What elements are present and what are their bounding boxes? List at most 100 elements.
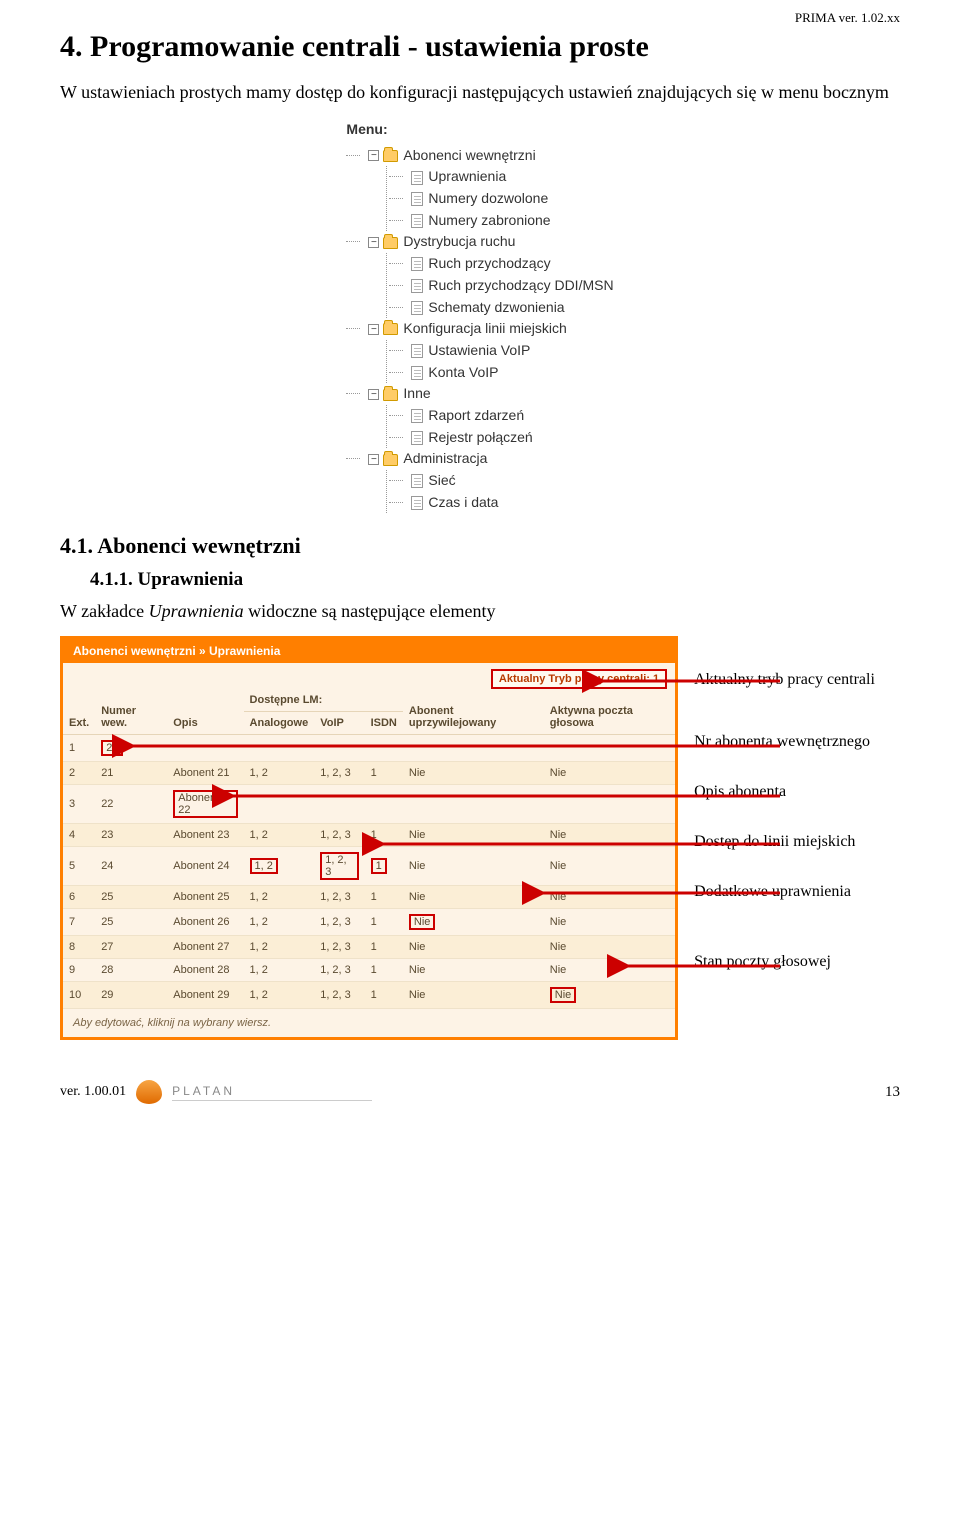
- tree-item[interactable]: Konta VoIP: [389, 362, 613, 384]
- th-ext: Ext.: [63, 689, 95, 735]
- tree-item[interactable]: Sieć: [389, 470, 613, 492]
- tree-toggle-icon[interactable]: −: [368, 150, 379, 161]
- arrow-upraw: [540, 883, 780, 903]
- tree-folder-label: Administracja: [403, 450, 487, 466]
- tree-item-label: Ustawienia VoIP: [428, 342, 530, 358]
- page-icon: [411, 214, 423, 228]
- table-cell: 22: [95, 785, 167, 824]
- table-cell: 9: [63, 959, 95, 982]
- table-row[interactable]: 725Abonent 261, 21, 2, 31NieNie: [63, 909, 675, 936]
- intro-paragraph: W ustawieniach prostych mamy dostęp do k…: [60, 82, 900, 103]
- folder-icon: [383, 150, 398, 162]
- table-cell: 1, 2, 3: [314, 959, 364, 982]
- table-cell: 1, 2, 3: [314, 762, 364, 785]
- tree-item-label: Schematy dzwonienia: [428, 299, 564, 315]
- tree-item[interactable]: Numery zabronione: [389, 210, 613, 232]
- tree-item-label: Numery zabronione: [428, 212, 550, 228]
- table-cell: Abonent 23: [167, 824, 243, 847]
- tree-toggle-icon[interactable]: −: [368, 389, 379, 400]
- tree-item[interactable]: Czas i data: [389, 492, 613, 514]
- table-cell: 1: [365, 936, 403, 959]
- table-cell: Nie: [544, 762, 675, 785]
- arrow-opis: [230, 786, 780, 806]
- menu-tree: Menu: −Abonenci wewnętrzniUprawnieniaNum…: [346, 119, 613, 513]
- tree-folder[interactable]: − Dystrybucja ruchu Ruch przychodzącyRuch …: [346, 231, 613, 318]
- table-cell: Abonent 24: [167, 847, 243, 886]
- th-abon: Abonent uprzywilejowany: [403, 689, 544, 735]
- subsubsection-title: 4.1.1. Uprawnienia: [90, 569, 900, 591]
- tree-toggle-icon[interactable]: −: [368, 454, 379, 465]
- tree-folder-label: Konfiguracja linii miejskich: [403, 320, 566, 336]
- table-row[interactable]: 827Abonent 271, 21, 2, 31NieNie: [63, 936, 675, 959]
- tree-item[interactable]: Ustawienia VoIP: [389, 340, 613, 362]
- table-cell: 2: [63, 762, 95, 785]
- page-number: 13: [885, 1084, 900, 1101]
- table-row[interactable]: 928Abonent 281, 21, 2, 31NieNie: [63, 959, 675, 982]
- page-icon: [411, 301, 423, 315]
- page-icon: [411, 279, 423, 293]
- th-poczta: Aktywna poczta głosowa: [544, 689, 675, 735]
- page-icon: [411, 409, 423, 423]
- page-icon: [411, 474, 423, 488]
- section-title: 4. Programowanie centrali - ustawienia p…: [60, 30, 900, 64]
- page-footer: ver. 1.00.01 PLATAN 13: [60, 1080, 900, 1104]
- table-cell: 1, 2, 3: [314, 936, 364, 959]
- folder-icon: [383, 454, 398, 466]
- table-cell: 6: [63, 886, 95, 909]
- tree-folder[interactable]: −Abonenci wewnętrzniUprawnieniaNumery do…: [346, 145, 613, 232]
- tree-folder[interactable]: − Konfiguracja linii miejskich Ustawienia …: [346, 318, 613, 383]
- table-cell: 27: [95, 936, 167, 959]
- callout-labels: Aktualny tryb pracy centraliNr abonenta …: [694, 636, 900, 1003]
- table-cell: 1, 2, 3: [314, 909, 364, 936]
- page-icon: [411, 431, 423, 445]
- table-cell: 1: [365, 762, 403, 785]
- panel-footer-hint: Aby edytować, kliknij na wybrany wiersz.: [63, 1009, 675, 1037]
- tree-item-label: Rejestr połączeń: [428, 429, 532, 445]
- tree-folder[interactable]: − Inne Raport zdarzeń Rejestr połączeń: [346, 383, 613, 448]
- table-cell: 1, 2, 3: [314, 847, 364, 886]
- tree-item[interactable]: Ruch przychodzący DDI/MSN: [389, 275, 613, 297]
- table-cell: Nie: [544, 909, 675, 936]
- table-cell: Nie: [544, 982, 675, 1009]
- tree-toggle-icon[interactable]: −: [368, 237, 379, 248]
- tree-folder-label: Dystrybucja ruchu: [403, 233, 515, 249]
- table-row[interactable]: 221Abonent 211, 21, 2, 31NieNie: [63, 762, 675, 785]
- table-cell: Nie: [403, 909, 544, 936]
- tree-item[interactable]: Uprawnienia: [389, 166, 613, 188]
- tree-item[interactable]: Ruch przychodzący: [389, 253, 613, 275]
- table-cell: Nie: [403, 936, 544, 959]
- table-cell: Abonent 29: [167, 982, 243, 1009]
- tree-folder-label: Inne: [403, 385, 430, 401]
- tree-item-label: Konta VoIP: [428, 364, 498, 380]
- table-cell: 4: [63, 824, 95, 847]
- th-opis: Opis: [167, 689, 243, 735]
- tree-item[interactable]: Schematy dzwonienia: [389, 297, 613, 319]
- table-cell: 25: [95, 886, 167, 909]
- tabdesc-pre: W zakładce: [60, 601, 149, 621]
- table-cell: Nie: [403, 886, 544, 909]
- table-cell: 1, 2: [244, 762, 315, 785]
- table-row[interactable]: 1029Abonent 291, 21, 2, 31NieNie: [63, 982, 675, 1009]
- th-isdn: ISDN: [365, 712, 403, 735]
- folder-icon: [383, 237, 398, 249]
- th-numer: Numer wew.: [95, 689, 167, 735]
- tabdesc-post: widoczne są następujące elementy: [244, 601, 496, 621]
- table-cell: 1, 2: [244, 824, 315, 847]
- page-icon: [411, 366, 423, 380]
- folder-icon: [383, 389, 398, 401]
- tree-item-label: Uprawnienia: [428, 168, 506, 184]
- table-cell: 1, 2, 3: [314, 886, 364, 909]
- tree-item[interactable]: Rejestr połączeń: [389, 427, 613, 449]
- tab-description: W zakładce Uprawnienia widoczne są nastę…: [60, 601, 900, 622]
- table-cell: 28: [95, 959, 167, 982]
- tree-item[interactable]: Numery dozwolone: [389, 188, 613, 210]
- tree-item[interactable]: Raport zdarzeń: [389, 405, 613, 427]
- table-cell: Nie: [403, 982, 544, 1009]
- table-cell: 1, 2: [244, 909, 315, 936]
- table-cell: 1: [365, 982, 403, 1009]
- platan-logo-icon: [136, 1080, 162, 1104]
- tree-toggle-icon[interactable]: −: [368, 324, 379, 335]
- subsection-title: 4.1. Abonenci wewnętrzni: [60, 533, 900, 559]
- tree-item-label: Sieć: [428, 472, 455, 488]
- tree-folder[interactable]: − Administracja Sieć Czas i data: [346, 448, 613, 513]
